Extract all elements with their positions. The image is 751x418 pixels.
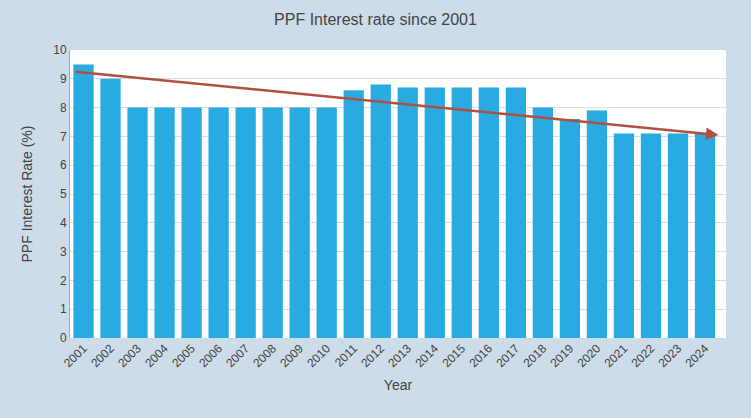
svg-text:2019: 2019 <box>547 341 576 370</box>
svg-text:10: 10 <box>53 43 67 57</box>
svg-text:2011: 2011 <box>332 341 360 369</box>
svg-text:2009: 2009 <box>277 341 306 370</box>
svg-text:8: 8 <box>60 101 67 115</box>
svg-text:7: 7 <box>60 130 67 144</box>
svg-text:9: 9 <box>60 72 67 86</box>
svg-text:2021: 2021 <box>602 341 631 370</box>
svg-text:2001: 2001 <box>61 341 90 370</box>
svg-text:Year: Year <box>384 377 413 393</box>
svg-text:3: 3 <box>60 245 67 259</box>
svg-text:2016: 2016 <box>466 341 495 370</box>
svg-text:0: 0 <box>60 331 67 345</box>
svg-text:6: 6 <box>60 158 67 172</box>
svg-text:2007: 2007 <box>223 341 252 370</box>
svg-text:2012: 2012 <box>358 341 387 370</box>
svg-text:2: 2 <box>60 274 67 288</box>
svg-text:2004: 2004 <box>142 341 171 370</box>
svg-text:5: 5 <box>60 187 67 201</box>
svg-text:2008: 2008 <box>250 341 279 370</box>
svg-text:2014: 2014 <box>412 341 441 370</box>
svg-text:2023: 2023 <box>656 341 685 370</box>
svg-text:2020: 2020 <box>574 341 603 370</box>
svg-text:PPF Interest rate since 2001: PPF Interest rate since 2001 <box>274 11 477 28</box>
svg-text:2006: 2006 <box>196 341 225 370</box>
svg-text:2013: 2013 <box>385 341 414 370</box>
svg-text:4: 4 <box>60 216 67 230</box>
svg-text:2017: 2017 <box>493 341 522 370</box>
svg-text:2003: 2003 <box>115 341 144 370</box>
svg-text:2010: 2010 <box>304 341 333 370</box>
svg-text:2022: 2022 <box>629 341 658 370</box>
svg-text:2018: 2018 <box>520 341 549 370</box>
svg-text:2002: 2002 <box>88 341 117 370</box>
svg-text:2024: 2024 <box>683 341 712 370</box>
svg-text:PPF Interest Rate (%): PPF Interest Rate (%) <box>19 126 35 263</box>
svg-text:1: 1 <box>60 302 67 316</box>
svg-text:2005: 2005 <box>169 341 198 370</box>
svg-text:2015: 2015 <box>439 341 468 370</box>
